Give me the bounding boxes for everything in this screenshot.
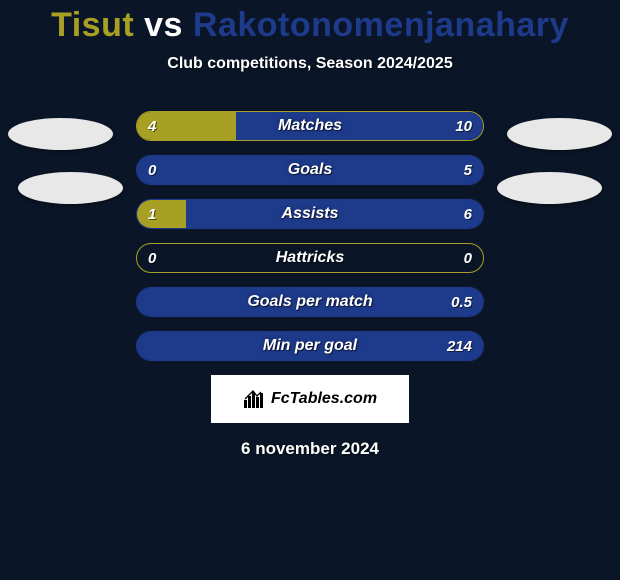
subtitle: Club competitions, Season 2024/2025 (0, 55, 620, 73)
bar-fill-player2 (137, 156, 483, 184)
decorative-ellipse (8, 118, 113, 150)
decorative-ellipse (507, 118, 612, 150)
bar-fill-player2 (137, 288, 483, 316)
bar-fill-player2 (137, 332, 483, 360)
bar-track (136, 287, 484, 317)
vs-separator: vs (144, 6, 183, 44)
stat-row: Min per goal214 (136, 331, 484, 361)
stat-row: Hattricks00 (136, 243, 484, 273)
page-title: Tisut vs Rakotonomenjanahary (0, 6, 620, 45)
stats-area: Matches410 Goals05 Assists16 Hattricks00 Goa… (0, 111, 620, 361)
bar-track (136, 199, 484, 229)
bar-track (136, 111, 484, 141)
bar-track (136, 243, 484, 273)
stat-row: Matches410 (136, 111, 484, 141)
comparison-infographic: Tisut vs Rakotonomenjanahary Club compet… (0, 0, 620, 580)
bar-track (136, 331, 484, 361)
decorative-ellipse (497, 172, 602, 204)
bars-icon (243, 390, 265, 408)
bar-track (136, 155, 484, 185)
player1-name: Tisut (51, 6, 134, 44)
bar-fill-player1 (137, 112, 236, 140)
stat-row: Assists16 (136, 199, 484, 229)
brand-text: FcTables.com (271, 390, 377, 408)
decorative-ellipse (18, 172, 123, 204)
bar-fill-player1 (137, 200, 186, 228)
brand-badge: FcTables.com (211, 375, 409, 423)
bar-fill-player2 (236, 112, 483, 140)
stat-row: Goals05 (136, 155, 484, 185)
stat-row: Goals per match0.5 (136, 287, 484, 317)
bar-fill-player2 (186, 200, 483, 228)
date-text: 6 november 2024 (0, 439, 620, 459)
player2-name: Rakotonomenjanahary (193, 6, 569, 44)
